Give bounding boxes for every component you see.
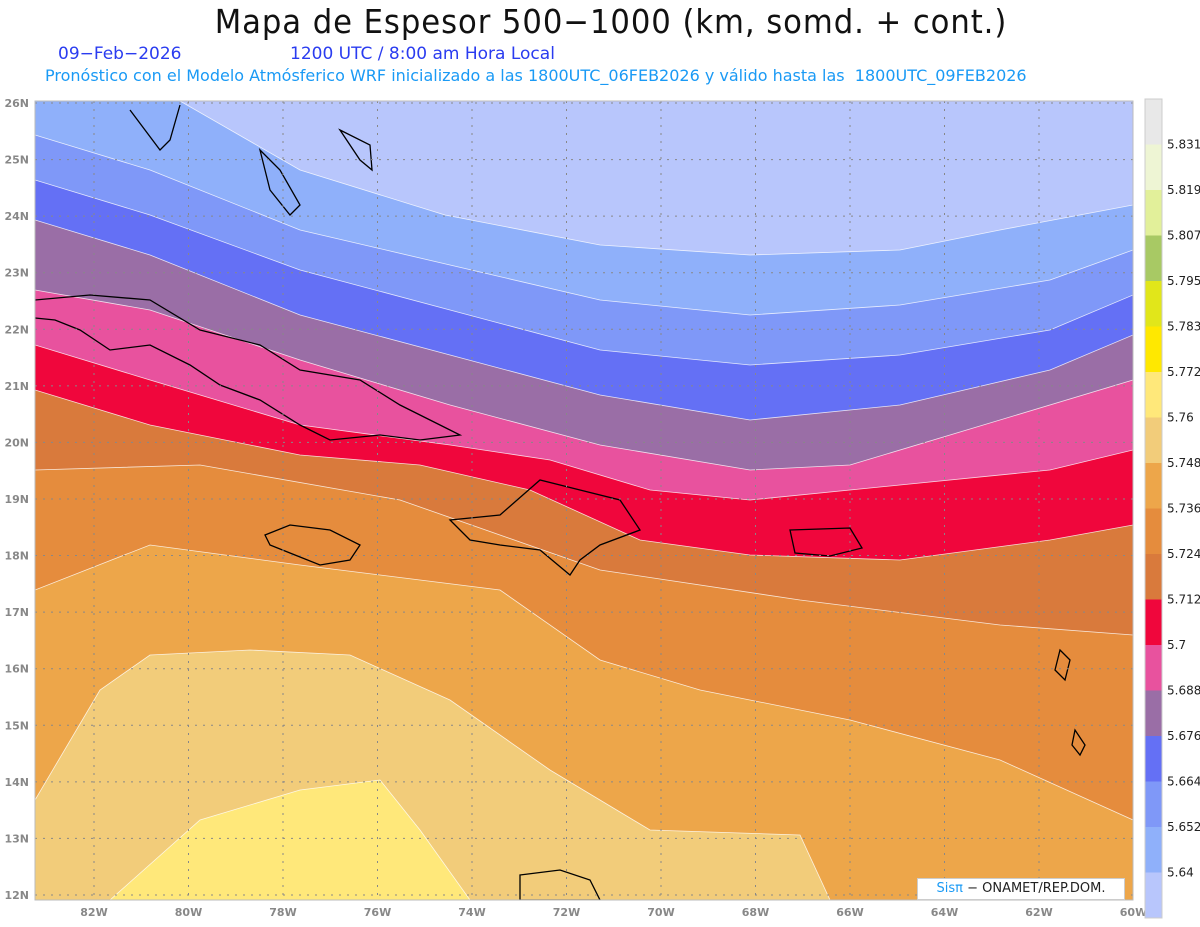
coastline <box>35 294 463 441</box>
coastline <box>448 479 641 576</box>
colorbar-label: 5.76 <box>1167 411 1194 425</box>
colorbar-label: 5.676 <box>1167 729 1200 743</box>
colorbar-segment <box>1145 872 1162 918</box>
latitude-label: 15N <box>4 719 29 732</box>
colorbar-segment <box>1145 827 1162 873</box>
colorbar-segment <box>1145 736 1162 782</box>
coastline <box>258 147 301 216</box>
latitude-label: 25N <box>4 154 29 167</box>
colorbar-label: 5.783 <box>1167 320 1200 334</box>
colorbar-label: 5.688 <box>1167 684 1200 698</box>
logo-text: − ONAMET/REP.DOM. <box>967 881 1106 896</box>
coastline <box>789 527 864 557</box>
colorbar-label: 5.664 <box>1167 775 1200 789</box>
longitude-label: 70W <box>647 906 674 919</box>
latitude-label: 16N <box>4 663 29 676</box>
colorbar-segment <box>1145 417 1162 463</box>
colorbar-label: 5.795 <box>1167 274 1200 288</box>
longitude-label: 74W <box>458 906 485 919</box>
longitude-label: 60W <box>1120 906 1147 919</box>
colorbar-segment <box>1145 372 1162 418</box>
latitude-label: 22N <box>4 323 29 336</box>
latitude-label: 14N <box>4 776 29 789</box>
coastline <box>1071 728 1086 757</box>
map-title: Mapa de Espesor 500−1000 (km, somd. + co… <box>214 2 1008 41</box>
logo-brand: Sisπ <box>936 881 963 896</box>
thickness-band <box>109 779 471 900</box>
latitude-label: 13N <box>4 832 29 845</box>
longitude-label: 76W <box>364 906 391 919</box>
latitude-label: 12N <box>4 889 29 902</box>
longitude-label: 80W <box>175 906 202 919</box>
colorbar-label: 5.748 <box>1167 456 1200 470</box>
colorbar-segment <box>1145 190 1162 236</box>
coastline <box>519 869 601 900</box>
forecast-description: Pronóstico con el Modelo Atmósferico WRF… <box>45 66 1027 85</box>
latitude-label: 26N <box>4 97 29 110</box>
colorbar-segment <box>1145 508 1162 554</box>
colorbar-segment <box>1145 281 1162 327</box>
longitude-label: 82W <box>80 906 107 919</box>
colorbar-segment <box>1145 599 1162 645</box>
colorbar-label: 5.724 <box>1167 547 1200 561</box>
longitude-label: 72W <box>553 906 580 919</box>
longitude-label: 66W <box>836 906 863 919</box>
colorbar-label: 5.819 <box>1167 183 1200 197</box>
longitude-label: 64W <box>931 906 958 919</box>
colorbar-segment <box>1145 463 1162 509</box>
latitude-label: 23N <box>4 267 29 280</box>
colorbar-segment <box>1145 781 1162 827</box>
latitude-label: 19N <box>4 493 29 506</box>
colorbar-label: 5.736 <box>1167 502 1200 516</box>
longitude-label: 62W <box>1025 906 1052 919</box>
latitude-label: 24N <box>4 210 29 223</box>
coastline <box>264 524 361 566</box>
colorbar-segment <box>1145 645 1162 691</box>
colorbar-label: 5.7 <box>1167 638 1186 652</box>
coastline <box>129 104 181 151</box>
latitude-label: 18N <box>4 550 29 563</box>
colorbar-segment <box>1145 690 1162 736</box>
longitude-label: 78W <box>269 906 296 919</box>
colorbar-label: 5.772 <box>1167 365 1200 379</box>
colorbar-segment <box>1145 99 1162 145</box>
longitude-label: 68W <box>742 906 769 919</box>
latitude-label: 17N <box>4 606 29 619</box>
colorbar-segment <box>1145 235 1162 281</box>
colorbar-label: 5.807 <box>1167 229 1200 243</box>
latitude-label: 20N <box>4 436 29 449</box>
onamet-logo: Sisπ − ONAMET/REP.DOM. <box>917 878 1125 900</box>
coastline <box>1054 648 1071 682</box>
colorbar-label: 5.831 <box>1167 138 1200 152</box>
colorbar-label: 5.652 <box>1167 820 1200 834</box>
colorbar-segment <box>1145 554 1162 600</box>
coastline <box>338 128 373 172</box>
latitude-label: 21N <box>4 380 29 393</box>
colorbar-segment <box>1145 144 1162 190</box>
colorbar-frame <box>1144 98 1163 919</box>
forecast-time: 1200 UTC / 8:00 am Hora Local <box>290 44 555 64</box>
colorbar-segment <box>1145 326 1162 372</box>
colorbar-label: 5.712 <box>1167 593 1200 607</box>
colorbar-label: 5.64 <box>1167 866 1194 880</box>
forecast-date: 09−Feb−2026 <box>58 44 182 64</box>
